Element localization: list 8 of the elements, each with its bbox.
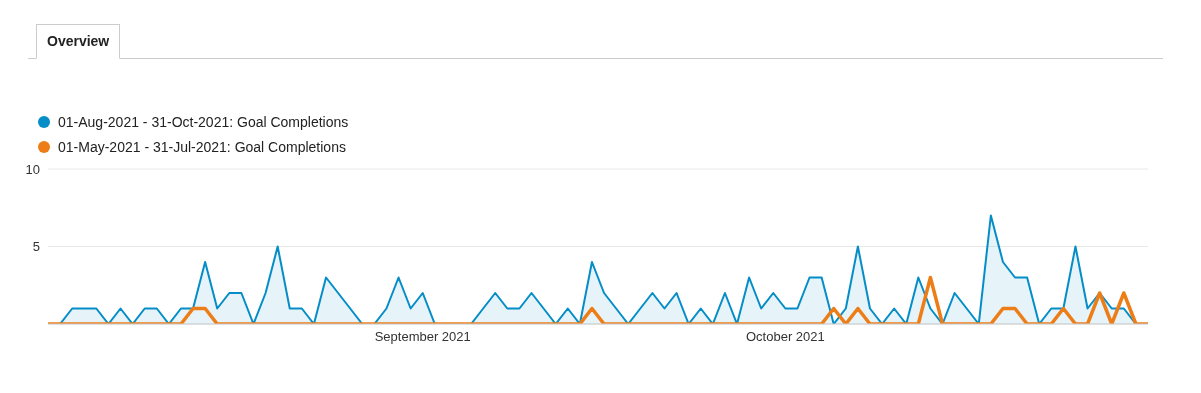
chart-title: Overview [36,24,121,59]
x-tick-label: October 2021 [745,329,825,345]
legend-label: 01-May-2021 - 31-Jul-2021: Goal Completions [58,138,346,155]
x-tick-label: September 2021 [374,329,471,345]
line-series [48,275,1148,324]
y-tick-label: 5 [32,239,40,255]
y-tick-label: 10 [25,161,40,177]
legend-label: 01-Aug-2021 - 31-Oct-2021: Goal Completions [58,113,349,130]
